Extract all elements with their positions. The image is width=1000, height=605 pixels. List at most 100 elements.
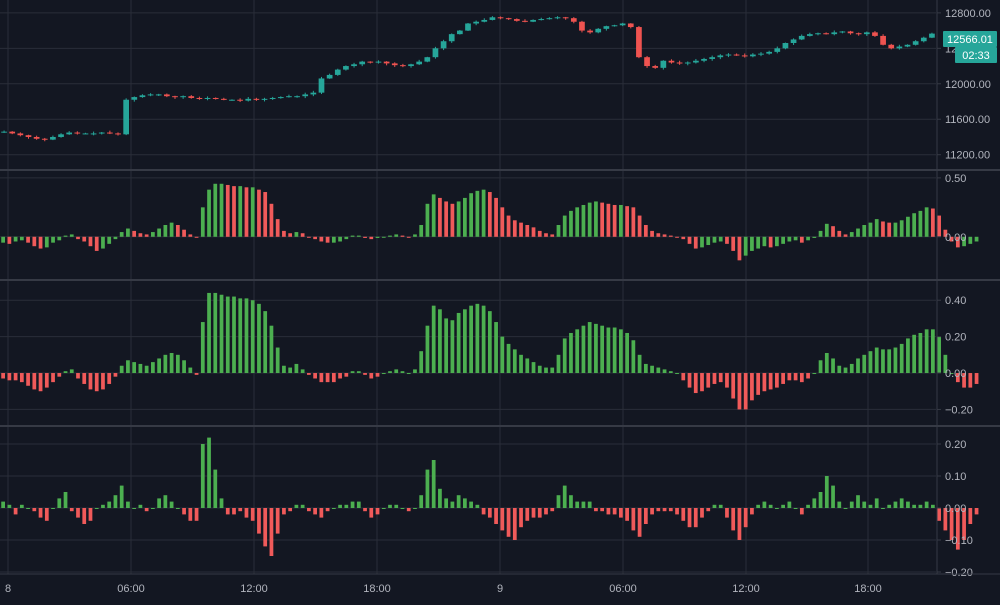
candle-body	[668, 60, 675, 63]
histogram-bar	[812, 373, 817, 375]
histogram-bar	[974, 373, 979, 384]
histogram-bar	[69, 369, 74, 374]
histogram-bar	[456, 201, 461, 237]
histogram-bar	[837, 230, 842, 237]
histogram-bar	[712, 504, 717, 508]
histogram-bar	[550, 367, 555, 374]
histogram-bar	[868, 351, 873, 374]
histogram-bar	[662, 234, 667, 237]
indicator-pane-1[interactable]	[1, 183, 979, 261]
histogram-bar	[238, 508, 243, 512]
histogram-bar	[600, 508, 605, 512]
candle-body	[33, 136, 40, 139]
candle-body	[400, 65, 406, 67]
histogram-bar	[581, 325, 586, 374]
candle-body	[766, 51, 772, 54]
candle-body	[457, 30, 463, 35]
candle-body	[489, 17, 496, 20]
histogram-bar	[569, 332, 573, 374]
histogram-bar	[556, 354, 561, 374]
histogram-bar	[681, 508, 686, 521]
histogram-bar	[962, 508, 966, 540]
candle-body	[701, 58, 707, 61]
candle-body	[383, 61, 390, 64]
histogram-bar	[631, 207, 636, 237]
histogram-bar	[419, 225, 424, 237]
histogram-bar	[126, 360, 130, 374]
histogram-bar	[531, 227, 536, 237]
histogram-bar	[506, 508, 511, 537]
histogram-bar	[475, 190, 480, 237]
time-scale[interactable]: 8 06:00 12:00 18:00 9 06:00 12:00 18:00	[0, 573, 1000, 595]
candle-body	[595, 28, 602, 33]
histogram-bar	[363, 508, 367, 512]
histogram-bar	[51, 508, 55, 509]
price-tick-label: 12800.00	[945, 8, 991, 20]
histogram-bar	[88, 236, 93, 247]
indicator-pane-3[interactable]	[1, 437, 979, 556]
histogram-bar	[44, 373, 49, 388]
indicator-pane-2[interactable]	[1, 292, 979, 410]
last-price-badge-bg	[943, 31, 997, 47]
histogram-bar	[487, 508, 492, 518]
histogram-bar	[138, 363, 143, 374]
histogram-bar	[569, 495, 573, 508]
histogram-bar	[132, 508, 137, 509]
candle-body	[497, 17, 504, 19]
histogram-bar	[824, 476, 829, 508]
histogram-bar	[531, 362, 536, 374]
histogram-bar	[94, 508, 99, 509]
histogram-bar	[606, 508, 611, 515]
candle-body	[351, 64, 357, 67]
histogram-bar	[182, 229, 186, 237]
histogram-bar	[968, 508, 973, 524]
histogram-bar	[675, 508, 679, 515]
histogram-bar	[544, 367, 548, 374]
time-tick-label: 12:00	[240, 583, 268, 595]
histogram-bar	[325, 373, 330, 383]
histogram-bar	[619, 329, 623, 374]
histogram-bar	[225, 296, 230, 374]
histogram-bar	[325, 508, 330, 512]
histogram-bar	[294, 504, 299, 508]
histogram-bar	[26, 508, 30, 509]
histogram-bar	[562, 215, 567, 237]
histogram-bar	[381, 236, 386, 238]
histogram-bar	[781, 373, 785, 384]
histogram-bar	[581, 501, 586, 508]
candle-body	[815, 33, 821, 35]
histogram-bar	[375, 236, 380, 238]
price-scale[interactable]: 11200.0011600.0012000.0012400.0012800.00…	[936, 0, 991, 579]
histogram-bar	[650, 365, 654, 374]
histogram-bar	[200, 207, 205, 237]
pane-separators[interactable]	[0, 169, 1000, 427]
histogram-bar	[450, 320, 455, 374]
histogram-bar	[924, 207, 929, 237]
histogram-bar	[38, 373, 43, 392]
candle-body	[619, 23, 626, 26]
price-pane[interactable]	[1, 16, 935, 142]
price-tick-label: 0.40	[945, 295, 966, 307]
histogram-bar	[550, 234, 555, 237]
candle-body	[562, 17, 569, 19]
histogram-bar	[419, 351, 424, 374]
histogram-bar	[806, 373, 810, 379]
candle-body	[245, 98, 252, 101]
histogram-bar	[706, 373, 711, 388]
price-tick-label: −0.20	[945, 567, 973, 579]
histogram-bar	[232, 508, 236, 515]
histogram-bar	[899, 498, 904, 508]
histogram-bar	[843, 234, 848, 237]
time-tick-label: 06:00	[609, 583, 637, 595]
histogram-bar	[743, 236, 748, 256]
candle-body	[9, 131, 16, 134]
histogram-bar	[506, 215, 511, 237]
histogram-bar	[138, 504, 143, 508]
histogram-bar	[887, 349, 892, 374]
histogram-bar	[19, 236, 24, 241]
price-tick-label: −0.20	[945, 404, 973, 416]
histogram-bar	[275, 508, 280, 534]
histogram-bar	[793, 236, 798, 241]
